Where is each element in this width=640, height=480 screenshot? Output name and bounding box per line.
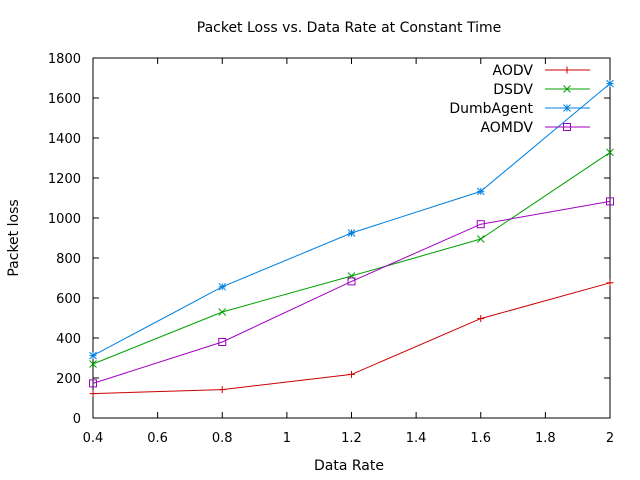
y-tick-label: 1200 [48, 172, 81, 187]
data-point-dsdv [476, 235, 485, 243]
legend-label: DSDV [493, 82, 533, 98]
series-aodv [89, 279, 614, 398]
y-tick-label: 1400 [48, 132, 81, 147]
data-point-aodv [477, 315, 485, 323]
series-layer [89, 79, 614, 398]
data-point-aomdv [606, 197, 614, 206]
y-tick-label: 1600 [48, 92, 81, 107]
data-point-aodv [348, 370, 355, 378]
x-tick-label: 0.4 [83, 431, 104, 446]
y-tick-label: 200 [56, 372, 81, 387]
x-tick-label: 1.6 [470, 431, 491, 446]
chart-title: Packet Loss vs. Data Rate at Constant Ti… [197, 20, 502, 36]
data-point-dumbagent [218, 282, 227, 291]
x-tick-label: 0.6 [147, 431, 168, 446]
y-tick-label: 1800 [48, 52, 81, 67]
data-point-aomdv [218, 338, 227, 346]
x-tick-label: 1.2 [341, 431, 362, 446]
legend-label: AOMDV [480, 120, 533, 136]
legend-label: AODV [493, 63, 534, 79]
x-tick-label: 2 [606, 431, 614, 446]
data-point-dumbagent [476, 187, 485, 196]
y-tick-label: 1000 [48, 212, 81, 227]
x-tick-label: 0.8 [212, 431, 233, 446]
series-dsdv [89, 148, 614, 368]
x-tick-label: 1 [283, 431, 291, 446]
legend-item-aomdv: AOMDV [480, 120, 590, 136]
axes: 0.4 0.6 0.8 1 1.2 1.4 1.6 1.8 2 0 200 400 600 800 1000… [48, 52, 614, 446]
data-point-aomdv [89, 379, 97, 388]
legend-item-dsdv: DSDV [493, 82, 590, 98]
data-point-dsdv [606, 148, 614, 157]
y-tick-label: 600 [56, 292, 81, 307]
y-tick-label: 800 [56, 252, 81, 267]
x-tick-label: 1.8 [535, 431, 556, 446]
legend-marker [563, 123, 571, 131]
data-point-dsdv [218, 308, 227, 316]
legend-marker [563, 66, 571, 74]
data-point-aomdv [347, 277, 356, 286]
data-point-aodv [606, 279, 614, 287]
data-point-dumbagent [89, 351, 97, 360]
y-axis-label: Packet loss [6, 199, 22, 276]
series-line-aomdv [92, 200, 611, 384]
y-tick-label: 0 [73, 412, 81, 427]
legend-item-aodv: AODV [493, 63, 590, 79]
series-aomdv [89, 197, 614, 388]
legend-label: DumbAgent [449, 101, 533, 117]
data-point-dumbagent [606, 79, 614, 88]
data-point-aodv [218, 386, 226, 394]
x-axis-label: Data Rate [314, 458, 384, 474]
data-point-dsdv [347, 272, 356, 280]
data-point-aomdv [476, 220, 485, 229]
series-dumbagent [89, 79, 614, 360]
x-tick-label: 1.4 [406, 431, 427, 446]
y-tick-label: 400 [56, 332, 81, 347]
data-point-aodv [89, 390, 97, 398]
data-point-dumbagent [347, 229, 356, 237]
legend-marker [563, 104, 571, 112]
data-point-dsdv [89, 360, 97, 368]
legend-item-dumbagent: DumbAgent [449, 101, 590, 117]
legend: AODV DSDV DumbAgent AOMDV [449, 63, 590, 136]
series-line-dsdv [92, 151, 611, 365]
legend-marker [563, 85, 571, 93]
